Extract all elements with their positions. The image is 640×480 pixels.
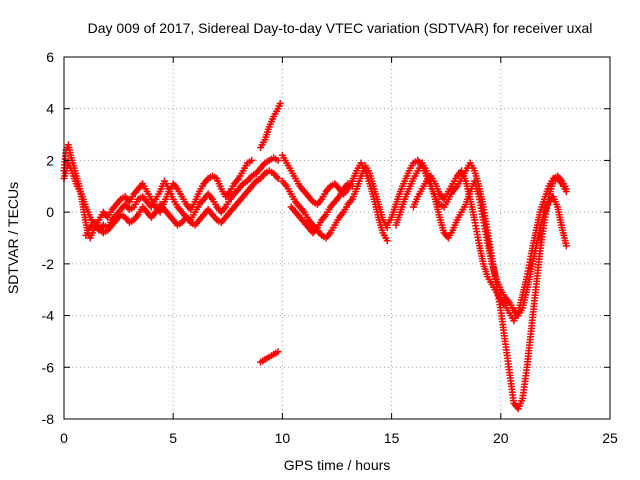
data-point	[248, 156, 256, 164]
data-point	[276, 100, 284, 108]
data-point	[348, 182, 356, 190]
data-point	[274, 156, 282, 164]
x-tick-label: 10	[275, 430, 291, 446]
x-tick-label: 20	[493, 430, 509, 446]
axis-ticks	[63, 56, 611, 420]
y-axis-label: SDTVAR / TECUs	[5, 182, 21, 294]
x-tick-label: 15	[384, 430, 400, 446]
x-tick-label: 0	[60, 430, 68, 446]
x-tick-labels: 0 5 10 15 20 25	[60, 430, 618, 446]
data-marks	[60, 100, 570, 413]
y-tick-label: 2	[46, 152, 54, 168]
x-axis-label: GPS time / hours	[284, 457, 391, 473]
series-trace-3	[82, 167, 282, 239]
y-tick-label: 0	[46, 204, 54, 220]
data-point	[383, 237, 391, 245]
y-tick-label: -6	[42, 359, 55, 375]
y-tick-label: -2	[42, 256, 55, 272]
x-tick-label: 5	[169, 430, 177, 446]
data-point	[562, 185, 570, 193]
y-tick-label: 6	[46, 49, 54, 65]
series-trace-1	[60, 141, 256, 242]
series-trace-4	[257, 100, 284, 151]
y-tick-label: -8	[42, 411, 55, 427]
x-tick-label: 25	[602, 430, 618, 446]
y-tick-labels: -8 -6 -4 -2 0 2 4 6	[42, 49, 55, 427]
series-trace-7	[278, 162, 391, 242]
series-trace-11	[409, 167, 570, 325]
series-trace-5	[257, 348, 282, 366]
y-tick-label: -4	[42, 308, 55, 324]
grid-lines	[64, 57, 610, 419]
series-trace-8	[287, 180, 356, 237]
data-point	[562, 242, 570, 250]
data-point	[274, 175, 282, 183]
chart-title: Day 009 of 2017, Sidereal Day-to-day VTE…	[88, 20, 593, 36]
series-trace-9	[383, 156, 570, 413]
plot-frame	[63, 56, 611, 420]
y-tick-label: 4	[46, 101, 54, 117]
data-point	[274, 348, 282, 356]
